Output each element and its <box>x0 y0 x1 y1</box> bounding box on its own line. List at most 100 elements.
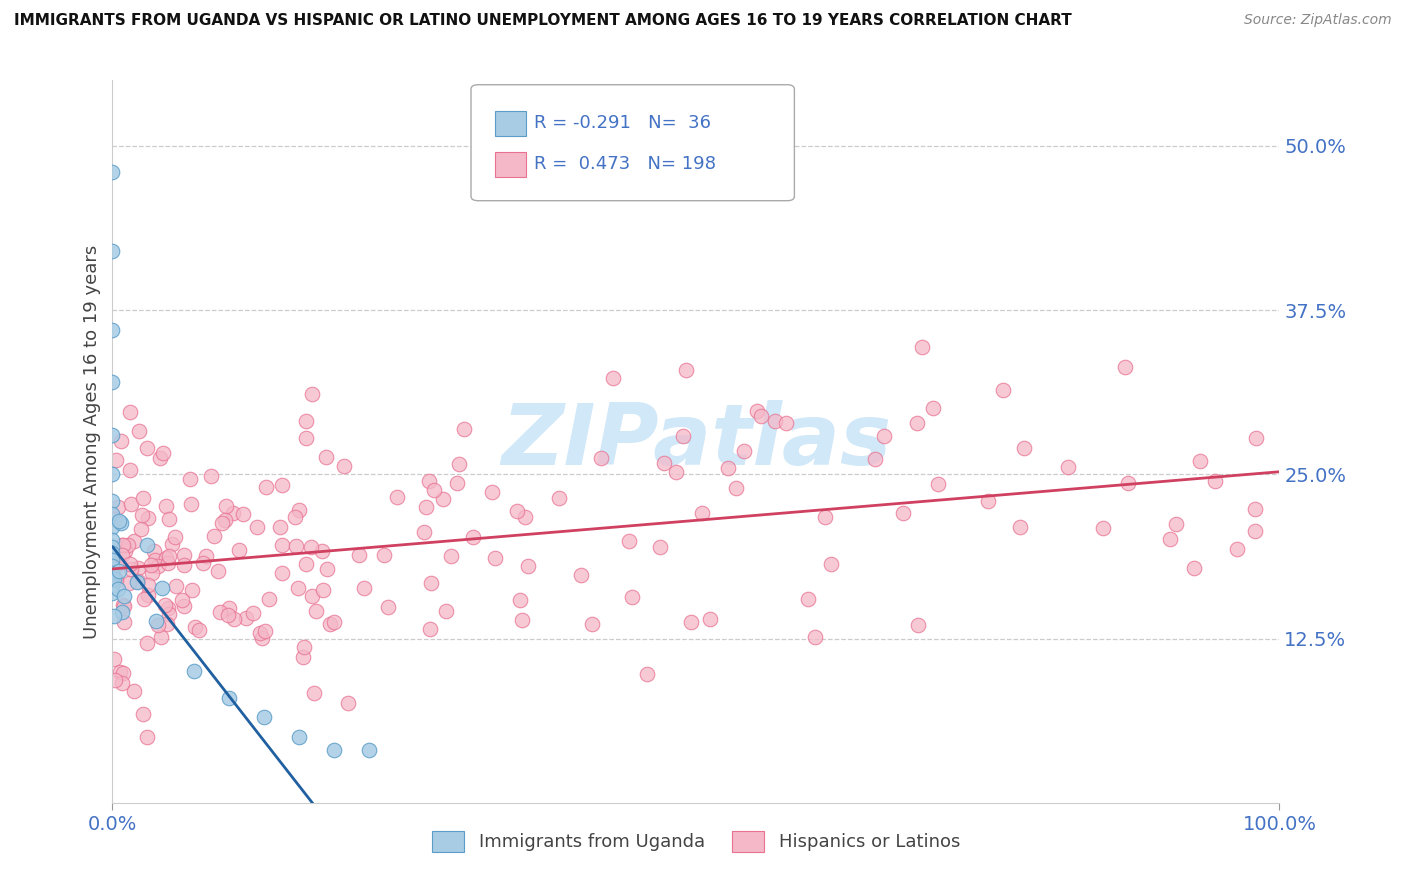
Point <box>110 676 132 690</box>
Point <box>763 414 786 428</box>
Point <box>148 618 170 632</box>
Point <box>101 559 124 574</box>
Point <box>173 548 195 562</box>
Point <box>415 500 437 514</box>
Point <box>617 534 640 549</box>
Point <box>120 497 142 511</box>
Point <box>110 516 132 531</box>
Point <box>132 491 155 505</box>
Point <box>105 453 128 467</box>
Point <box>153 598 176 612</box>
Point <box>589 450 612 465</box>
Point <box>318 616 340 631</box>
Point <box>1116 476 1139 491</box>
Point <box>103 572 125 586</box>
Point <box>218 601 240 615</box>
Point <box>101 579 124 593</box>
Point <box>101 553 124 567</box>
Point <box>146 559 169 574</box>
Point <box>745 404 768 418</box>
Point <box>208 605 231 619</box>
Point <box>128 424 150 438</box>
Point <box>232 507 254 521</box>
Point <box>124 534 146 549</box>
Point <box>211 516 233 530</box>
Point <box>165 530 187 544</box>
Point <box>295 557 318 571</box>
Point <box>145 614 167 628</box>
Point <box>101 428 124 442</box>
Point <box>891 507 914 521</box>
Point <box>1205 474 1227 488</box>
Point <box>120 463 142 477</box>
Point <box>814 510 837 524</box>
Point <box>112 598 135 612</box>
Point <box>155 550 177 565</box>
Point <box>385 490 408 504</box>
Point <box>447 457 470 471</box>
Point <box>254 480 277 494</box>
Point <box>305 604 328 618</box>
Point <box>204 529 226 543</box>
Point <box>183 665 205 679</box>
Point <box>118 405 141 419</box>
Point <box>155 499 177 513</box>
Point <box>150 631 173 645</box>
Point <box>184 620 207 634</box>
Point <box>257 591 280 606</box>
Point <box>111 605 134 619</box>
Point <box>270 477 292 491</box>
Point <box>922 401 945 416</box>
Point <box>101 540 124 554</box>
Point <box>679 615 702 630</box>
Point <box>121 562 143 576</box>
Point <box>253 710 276 724</box>
Point <box>207 564 229 578</box>
Point <box>112 538 135 552</box>
Text: ZIPatlas: ZIPatlas <box>501 400 891 483</box>
Point <box>1182 561 1205 575</box>
Point <box>269 520 291 534</box>
Point <box>108 665 131 679</box>
Point <box>1056 460 1078 475</box>
Point <box>1164 516 1187 531</box>
Point <box>699 612 721 626</box>
Point <box>107 500 129 514</box>
Point <box>235 611 257 625</box>
Point <box>157 512 180 526</box>
Point <box>412 525 434 540</box>
Y-axis label: Unemployment Among Ages 16 to 19 years: Unemployment Among Ages 16 to 19 years <box>83 244 101 639</box>
Point <box>716 461 738 475</box>
Point <box>156 616 179 631</box>
Point <box>440 549 463 564</box>
Point <box>101 546 124 560</box>
Point <box>252 631 274 645</box>
Point <box>118 576 141 591</box>
Point <box>101 244 124 258</box>
Point <box>353 582 375 596</box>
Point <box>242 606 264 620</box>
Point <box>101 573 124 587</box>
Point <box>315 450 337 464</box>
Point <box>141 566 163 581</box>
Point <box>125 575 148 590</box>
Point <box>254 624 277 638</box>
Point <box>246 520 269 534</box>
Point <box>516 559 538 574</box>
Text: Source: ZipAtlas.com: Source: ZipAtlas.com <box>1244 13 1392 28</box>
Point <box>419 576 441 591</box>
Point <box>136 538 159 552</box>
Point <box>180 497 202 511</box>
Point <box>156 556 179 570</box>
Point <box>142 544 165 558</box>
Point <box>136 730 159 744</box>
Point <box>222 611 245 625</box>
Point <box>323 743 346 757</box>
Point <box>101 533 124 547</box>
Point <box>107 557 129 571</box>
Text: IMMIGRANTS FROM UGANDA VS HISPANIC OR LATINO UNEMPLOYMENT AMONG AGES 16 TO 19 YE: IMMIGRANTS FROM UGANDA VS HISPANIC OR LA… <box>14 13 1071 29</box>
Point <box>112 665 135 680</box>
Point <box>1189 453 1212 467</box>
Point <box>112 590 135 604</box>
Point <box>301 387 323 401</box>
